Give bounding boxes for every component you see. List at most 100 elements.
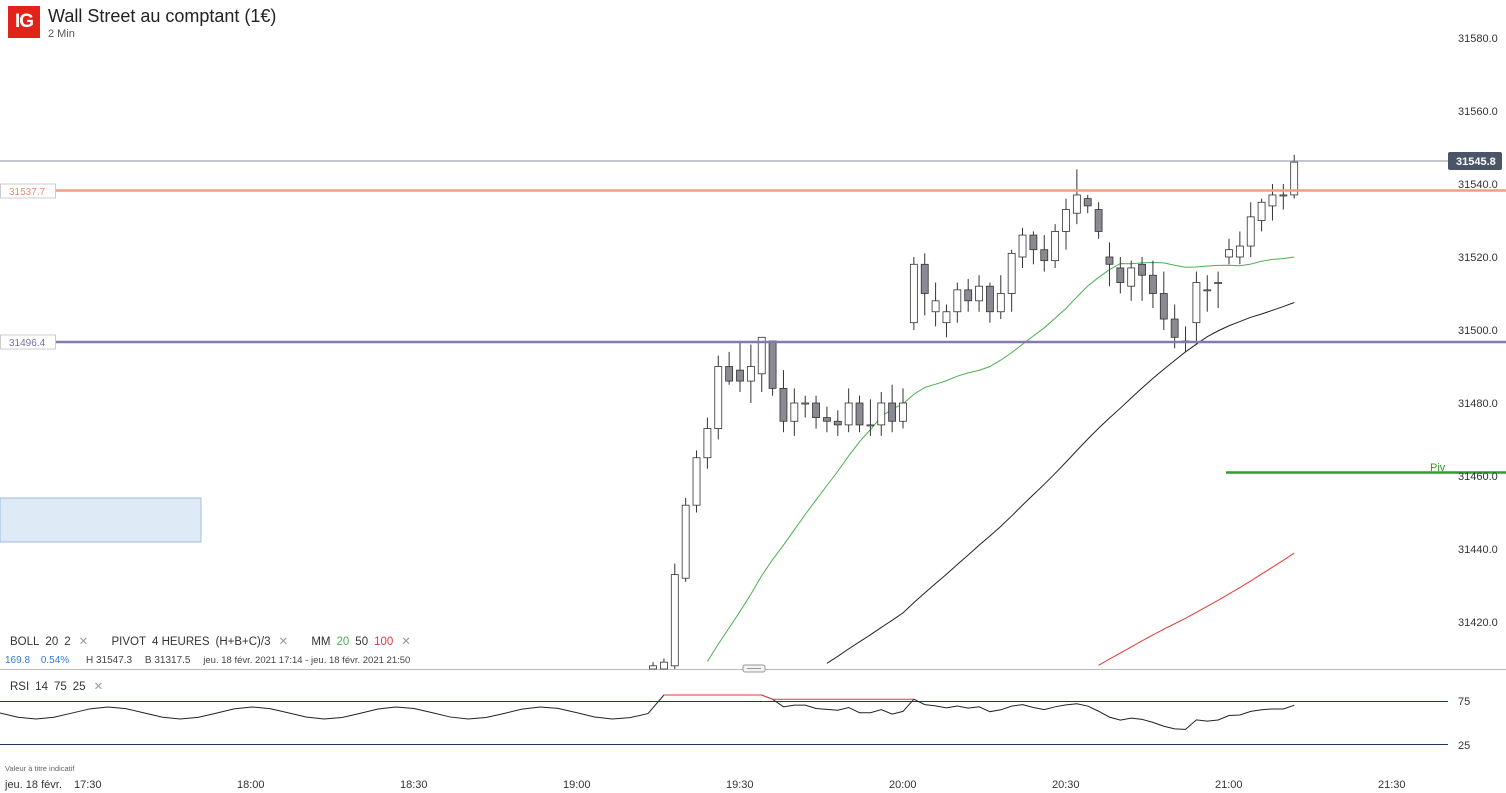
candle — [964, 278, 973, 312]
candle — [909, 257, 918, 330]
candle — [1083, 194, 1092, 214]
candle — [736, 340, 744, 393]
x-tick-label: 21:00 — [1215, 779, 1243, 791]
change-percent: 0.54% — [40, 655, 70, 666]
y-tick-label: 31440.0 — [1458, 544, 1498, 556]
y-tick-label: 31580.0 — [1458, 33, 1498, 45]
mm-100-line — [1098, 552, 1295, 666]
candle — [681, 497, 690, 582]
rsi-close-icon[interactable]: ✕ — [93, 681, 104, 693]
candle — [703, 417, 712, 469]
change-value: 169.8 — [5, 655, 31, 666]
candle — [1127, 260, 1136, 301]
candle — [1149, 260, 1157, 309]
support-tag[interactable]: 31496.4 — [0, 334, 56, 350]
time-axis: jeu. 18 févr. 17:30 18:00 18:30 19:00 19:30 20… — [4, 779, 1406, 791]
x-tick-label: jeu. 18 févr. — [4, 779, 62, 791]
candle — [953, 282, 962, 323]
candle — [1072, 169, 1081, 225]
x-tick-label: 21:30 — [1378, 779, 1406, 791]
boll-close-icon[interactable]: ✕ — [78, 636, 89, 648]
candle — [1007, 249, 1016, 312]
timeframe-label: 2 Min — [48, 28, 75, 40]
y-tick-label: 31420.0 — [1458, 617, 1498, 629]
candle — [975, 275, 983, 312]
candle — [855, 395, 864, 433]
rsi-tick-25: 25 — [1458, 740, 1470, 752]
disclaimer-text: Valeur à titre indicatif — [5, 764, 75, 773]
x-tick-label: 17:30 — [74, 779, 102, 791]
candle — [1225, 238, 1233, 265]
candle — [1116, 257, 1125, 294]
y-tick-label: 31500.0 — [1458, 325, 1498, 337]
candle — [1018, 227, 1027, 268]
candle — [942, 304, 951, 338]
drawn-zone-rectangle[interactable] — [0, 497, 202, 543]
candle — [725, 351, 734, 385]
candle — [844, 388, 853, 433]
candle — [1040, 235, 1049, 272]
mm-20-line — [706, 256, 1295, 662]
svg-text:31545.8: 31545.8 — [1456, 156, 1496, 168]
low-value: B 31317.5 — [144, 655, 191, 666]
candle — [790, 388, 799, 436]
candle — [1203, 275, 1212, 312]
candle — [866, 399, 875, 436]
candle — [1138, 257, 1146, 301]
candle — [714, 355, 723, 440]
y-tick-label: 31520.0 — [1458, 252, 1498, 264]
candles — [649, 154, 1299, 670]
current-price-tag: 31545.8 — [1448, 152, 1502, 170]
candle — [888, 384, 897, 433]
mm-close-icon[interactable]: ✕ — [401, 636, 411, 648]
svg-text:31496.4: 31496.4 — [9, 338, 46, 349]
candle — [1257, 198, 1266, 232]
y-tick-label: 31460.0 — [1458, 471, 1498, 483]
candle — [920, 253, 929, 316]
pivot-indicator-label[interactable]: PIVOT 4 HEURES (H+B+C)/3 ✕ — [111, 636, 289, 648]
candle — [746, 344, 755, 403]
candle — [1159, 271, 1168, 330]
date-range: jeu. 18 févr. 2021 17:14 - jeu. 18 févr.… — [203, 655, 411, 666]
y-tick-label: 31480.0 — [1458, 398, 1498, 410]
stats-row: 169.8 0.54% H 31547.3 B 31317.5 jeu. 18 … — [5, 655, 410, 666]
rsi-tick-75: 75 — [1458, 696, 1470, 708]
x-tick-label: 18:30 — [400, 779, 428, 791]
candle — [768, 340, 777, 396]
boll-label[interactable]: BOLL 20 2 ✕ — [10, 636, 89, 648]
mm-50-line — [826, 302, 1295, 664]
mm-indicator-label[interactable]: MM 20 50 100 ✕ — [311, 636, 411, 648]
candle — [1235, 231, 1244, 265]
candle — [779, 370, 788, 433]
candle — [670, 563, 679, 669]
svg-text:31537.7: 31537.7 — [9, 187, 46, 198]
candle — [1105, 242, 1114, 287]
moving-averages — [706, 256, 1295, 666]
candle — [823, 406, 831, 433]
instrument-title: Wall Street au comptant (1€) — [48, 6, 277, 26]
rsi-legend[interactable]: RSI 14 75 25 ✕ — [10, 681, 104, 693]
candle — [833, 410, 842, 436]
candle — [1192, 271, 1201, 345]
pivot-close-icon[interactable]: ✕ — [278, 636, 289, 648]
candle — [899, 388, 907, 429]
candle — [1181, 326, 1190, 352]
resistance-tag[interactable]: 31537.7 — [0, 183, 56, 199]
ig-logo: IG — [8, 6, 40, 38]
y-tick-label: 31540.0 — [1458, 179, 1498, 191]
candle — [692, 450, 701, 513]
x-tick-label: 19:30 — [726, 779, 754, 791]
pivot-label: Piv — [1430, 462, 1446, 474]
candle — [801, 395, 810, 418]
candle — [1279, 184, 1288, 210]
high-value: H 31547.3 — [85, 655, 133, 666]
candle — [1051, 224, 1060, 268]
candle — [986, 282, 994, 323]
candle — [1246, 202, 1255, 257]
candle — [660, 658, 668, 670]
candle — [649, 662, 657, 670]
x-tick-label: 20:30 — [1052, 779, 1080, 791]
price-axis: 31580.0 31560.0 31540.0 31520.0 31500.0 31480… — [1458, 33, 1498, 629]
candle — [996, 275, 1005, 320]
